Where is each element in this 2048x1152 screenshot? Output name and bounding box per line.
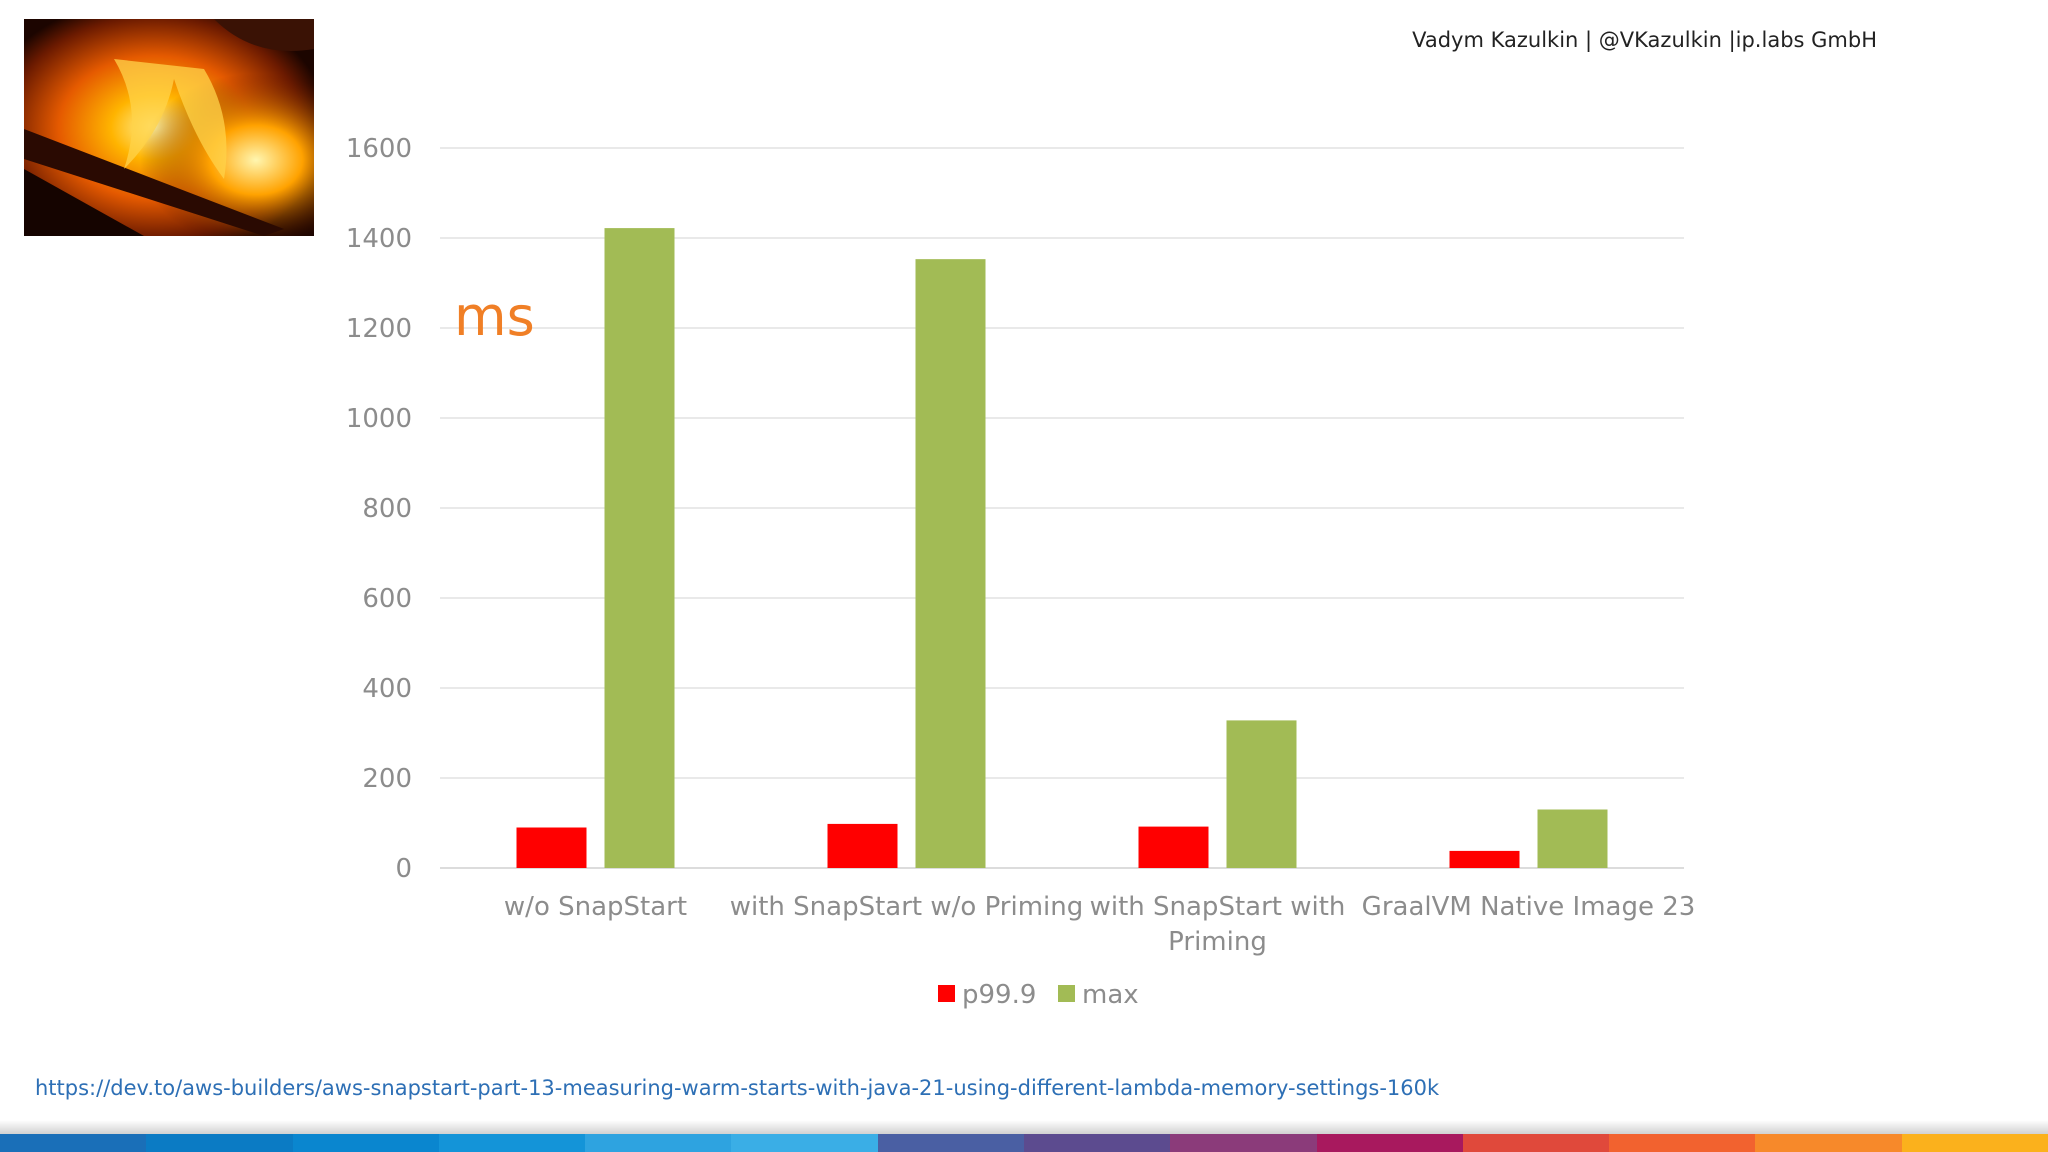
bar-chart: 0 200 400 600 800 1000 1200 1400 1600 w/o SnapSt…	[346, 134, 1695, 1010]
bar-p99.9-0	[516, 827, 587, 868]
color-band-segment	[292, 1134, 439, 1152]
bar-max-0	[604, 228, 675, 869]
legend-label-max: max	[1082, 980, 1139, 1010]
color-band-segment	[1170, 1134, 1317, 1152]
y-tick-label: 1200	[346, 314, 412, 344]
footer-color-band	[0, 1134, 2048, 1152]
color-band-segment	[731, 1134, 878, 1152]
color-band-segment	[1901, 1134, 2048, 1152]
footer-shadow	[0, 1120, 2048, 1134]
y-tick-label: 0	[395, 854, 412, 884]
y-tick-label: 600	[362, 584, 412, 614]
x-tick-label: w/o SnapStart	[504, 892, 687, 922]
y-axis-ticks: 0 200 400 600 800 1000 1200 1400 1600	[346, 134, 412, 884]
color-band-segment	[1755, 1134, 1902, 1152]
x-tick-label: with SnapStart w/o Priming	[730, 892, 1084, 922]
color-band-segment	[585, 1134, 732, 1152]
x-tick-label: GraalVM Native Image 23	[1362, 892, 1696, 922]
y-tick-label: 200	[362, 764, 412, 794]
legend-label-p99.9: p99.9	[962, 980, 1036, 1010]
source-link[interactable]: https://dev.to/aws-builders/aws-snapstar…	[35, 1076, 1440, 1100]
color-band-segment	[1609, 1134, 1756, 1152]
bar-max-3	[1537, 809, 1608, 868]
color-band-segment	[1316, 1134, 1463, 1152]
bar-max-2	[1226, 720, 1297, 868]
legend-swatch-max	[1058, 985, 1075, 1002]
color-band-segment	[877, 1134, 1024, 1152]
y-tick-label: 1400	[346, 224, 412, 254]
y-tick-label: 1600	[346, 134, 412, 164]
color-band-segment	[438, 1134, 586, 1152]
y-tick-label: 400	[362, 674, 412, 704]
color-band-segment	[1462, 1134, 1610, 1152]
color-band-segment	[1023, 1134, 1171, 1152]
color-band-segment	[146, 1134, 293, 1152]
x-axis-labels: w/o SnapStart with SnapStart w/o Priming w…	[504, 892, 1695, 957]
color-band-segment	[0, 1134, 147, 1152]
unit-label: ms	[454, 285, 535, 348]
fire-photo	[24, 19, 314, 236]
bars	[516, 228, 1608, 869]
y-tick-label: 800	[362, 494, 412, 524]
author-credit: Vadym Kazulkin | @VKazulkin |ip.labs Gmb…	[1412, 28, 1877, 52]
bar-p99.9-1	[827, 823, 898, 868]
x-tick-label: with SnapStart with Priming	[1090, 892, 1346, 957]
bar-max-1	[915, 259, 986, 868]
legend: p99.9 max	[938, 980, 1139, 1010]
y-tick-label: 1000	[346, 404, 412, 434]
legend-swatch-p99.9	[938, 985, 955, 1002]
bar-p99.9-2	[1138, 826, 1209, 868]
bar-p99.9-3	[1449, 850, 1520, 868]
